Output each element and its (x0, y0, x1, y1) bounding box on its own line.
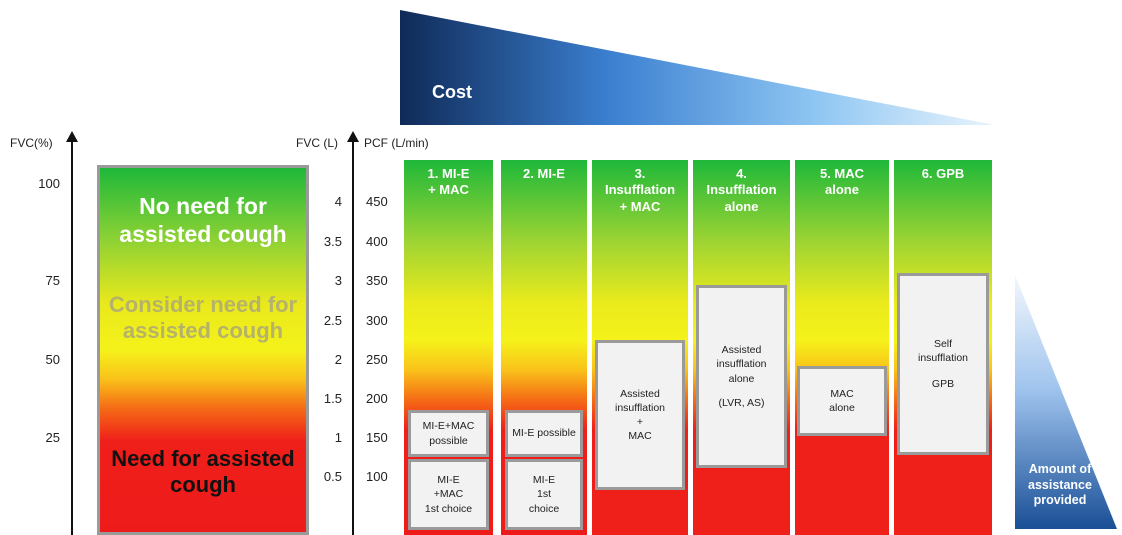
mac-alone-box: MAC alone (797, 366, 887, 436)
fvc-l-tick: 2.5 (323, 313, 342, 328)
zone-need: Need for assisted cough (111, 446, 295, 498)
zone-scale-box (97, 165, 309, 535)
column-3-red-base (592, 490, 688, 535)
assistance-label: Amount of assistance provided (1028, 462, 1092, 508)
assisted-insufflation-alone-box: Assisted insufflation alone (LVR, AS) (696, 285, 787, 468)
fvc-l-tick: 3 (334, 273, 342, 288)
cost-triangle (400, 10, 995, 125)
fvc-l-tick: 2 (334, 352, 342, 367)
pcf-tick: 450 (366, 194, 388, 209)
pcf-tick: 200 (366, 391, 388, 406)
mie-possible-box: MI-E possible (505, 410, 583, 457)
pcf-tick: 350 (366, 273, 388, 288)
column-4-red-base (693, 468, 790, 535)
fvc-l-axis-title: FVC (L) (296, 136, 338, 150)
fvc-l-tick: 0.5 (323, 469, 342, 484)
fvc-l-axis-arrow (347, 131, 359, 535)
mie-mac-first-choice-box: MI-E +MAC 1st choice (408, 459, 489, 530)
pcf-tick: 300 (366, 313, 388, 328)
fvc-pct-axis-arrow (66, 131, 78, 535)
column-6-red-base (894, 455, 992, 535)
pcf-tick: 250 (366, 352, 388, 367)
mie-first-choice-box: MI-E 1st choice (505, 459, 583, 530)
column-5-red-base (795, 436, 889, 535)
fvc-pct-tick: 75 (45, 273, 60, 288)
fvc-pct-tick: 50 (45, 352, 60, 367)
zone-consider: Consider need for assisted cough (108, 292, 298, 344)
column-3-title: 3. Insufflation + MAC (604, 166, 676, 214)
column-4-title: 4. Insufflation alone (706, 166, 777, 214)
column-5-title: 5. MAC alone (819, 166, 865, 198)
zone-no-need: No need for assisted cough (119, 193, 287, 247)
fvc-l-tick: 1.5 (323, 391, 342, 406)
fvc-pct-axis-title: FVC(%) (10, 136, 53, 150)
cost-label: Cost (432, 82, 472, 102)
pcf-tick: 100 (366, 469, 388, 484)
column-1-title: 1. MI-E + MAC (427, 166, 470, 198)
fvc-pct-tick: 100 (38, 176, 60, 191)
pcf-tick: 150 (366, 430, 388, 445)
fvc-pct-tick: 25 (45, 430, 60, 445)
pcf-axis-title: PCF (L/min) (364, 136, 429, 150)
column-6-title: 6. GPB (921, 166, 965, 181)
pcf-tick: 400 (366, 234, 388, 249)
assisted-insufflation-mac-box: Assisted insufflation + MAC (595, 340, 685, 490)
fvc-l-tick: 4 (334, 194, 342, 209)
mie-mac-possible-box: MI-E+MAC possible (408, 410, 489, 457)
fvc-l-tick: 3.5 (323, 234, 342, 249)
assistance-triangle (1015, 275, 1117, 529)
self-insufflation-gpb-box: Self insufflation GPB (897, 273, 989, 455)
fvc-l-tick: 1 (334, 430, 342, 445)
column-2-title: 2. MI-E (523, 166, 565, 181)
